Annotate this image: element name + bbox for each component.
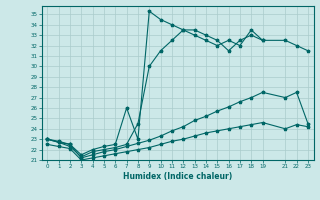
X-axis label: Humidex (Indice chaleur): Humidex (Indice chaleur) (123, 172, 232, 181)
